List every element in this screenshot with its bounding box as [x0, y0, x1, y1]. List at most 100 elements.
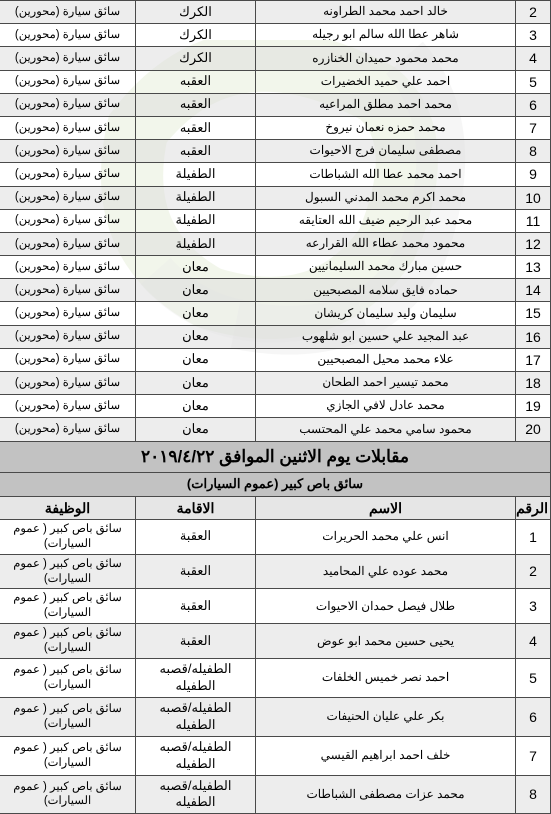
num-cell: 6 [516, 93, 551, 116]
table-row: 15سليمان وليد سليمان كريشانمعانسائق سيار… [0, 302, 551, 325]
num-cell: 20 [516, 418, 551, 441]
job-cell: سائق باص كبير ( عموم السيارات) [0, 736, 136, 775]
name-cell: محمد اكرم محمد المدني السبول [256, 186, 516, 209]
table-row: 6محمد احمد مطلق المراعيهالعقبهسائق سيارة… [0, 93, 551, 116]
name-cell: محمد عبد الرحيم ضيف الله العتايقه [256, 209, 516, 232]
name-cell: يحيى حسين محمد ابو عوض [256, 624, 516, 659]
num-cell: 4 [516, 624, 551, 659]
table-row: 4يحيى حسين محمد ابو عوضالعقبةسائق باص كب… [0, 624, 551, 659]
job-cell: سائق سيارة (محورين) [0, 47, 136, 70]
loc-cell: الطفيلة [136, 209, 256, 232]
table-row: 13حسين مبارك محمد السليمانيينمعانسائق سي… [0, 256, 551, 279]
name-cell: احمد علي حميد الخضيرات [256, 70, 516, 93]
header-job: الوظيفة [0, 496, 136, 519]
loc-cell: الطفيلة [136, 232, 256, 255]
table-row: 7خلف احمد ابراهيم القيسيالطفيله/قصبه الط… [0, 736, 551, 775]
name-cell: محمد احمد مطلق المراعيه [256, 93, 516, 116]
job-cell: سائق باص كبير ( عموم السيارات) [0, 624, 136, 659]
name-cell: خلف احمد ابراهيم القيسي [256, 736, 516, 775]
table-row: 18محمد تيسير احمد الطحانمعانسائق سيارة (… [0, 372, 551, 395]
num-cell: 2 [516, 554, 551, 589]
table-row: 16عبد المجيد علي حسين ابو شلهوبمعانسائق … [0, 325, 551, 348]
job-cell: سائق سيارة (محورين) [0, 348, 136, 371]
name-cell: محمود محمد عطاء الله القرارعه [256, 232, 516, 255]
job-cell: سائق باص كبير ( عموم السيارات) [0, 519, 136, 554]
table-row: 20محمود سامي محمد علي المحتسبمعانسائق سي… [0, 418, 551, 441]
num-cell: 8 [516, 140, 551, 163]
num-cell: 7 [516, 736, 551, 775]
loc-cell: الطفيله/قصبه الطفيله [136, 736, 256, 775]
loc-cell: الطفيله/قصبه الطفيله [136, 698, 256, 737]
table-row: 14حماده فايق سلامه المصبحيينمعانسائق سيا… [0, 279, 551, 302]
name-cell: بكر علي عليان الحنيفات [256, 698, 516, 737]
loc-cell: العقبه [136, 116, 256, 139]
name-cell: محمد عزات مصطفى الشباطات [256, 775, 516, 814]
loc-cell: العقبه [136, 70, 256, 93]
loc-cell: معان [136, 279, 256, 302]
num-cell: 4 [516, 47, 551, 70]
table-row: 19محمد عادل لافي الجازيمعانسائق سيارة (م… [0, 395, 551, 418]
table-row: 9احمد محمد عطا الله الشباطاتالطفيلةسائق … [0, 163, 551, 186]
num-cell: 13 [516, 256, 551, 279]
job-cell: سائق سيارة (محورين) [0, 256, 136, 279]
header-loc: الاقامة [136, 496, 256, 519]
loc-cell: الطفيله/قصبه الطفيله [136, 775, 256, 814]
header-row: الرقم الاسم الاقامة الوظيفة [0, 496, 551, 519]
name-cell: محمود سامي محمد علي المحتسب [256, 418, 516, 441]
job-cell: سائق سيارة (محورين) [0, 302, 136, 325]
table-row: 5احمد نصر خميس الخلفاتالطفيله/قصبه الطفي… [0, 659, 551, 698]
job-cell: سائق سيارة (محورين) [0, 140, 136, 163]
table-row: 6بكر علي عليان الحنيفاتالطفيله/قصبه الطف… [0, 698, 551, 737]
loc-cell: الطفيله/قصبه الطفيله [136, 659, 256, 698]
name-cell: احمد محمد عطا الله الشباطات [256, 163, 516, 186]
loc-cell: الكرك [136, 1, 256, 24]
name-cell: عبد المجيد علي حسين ابو شلهوب [256, 325, 516, 348]
table-row: 11محمد عبد الرحيم ضيف الله العتايقهالطفي… [0, 209, 551, 232]
loc-cell: معان [136, 395, 256, 418]
num-cell: 6 [516, 698, 551, 737]
job-cell: سائق سيارة (محورين) [0, 116, 136, 139]
job-cell: سائق سيارة (محورين) [0, 418, 136, 441]
num-cell: 8 [516, 775, 551, 814]
job-cell: سائق سيارة (محورين) [0, 24, 136, 47]
name-cell: محمد حمزه نعمان نيروخ [256, 116, 516, 139]
job-cell: سائق باص كبير ( عموم السيارات) [0, 698, 136, 737]
num-cell: 9 [516, 163, 551, 186]
table-row: 8مصطفى سليمان فرج الاحيواتالعقبهسائق سيا… [0, 140, 551, 163]
table-row: 8محمد عزات مصطفى الشباطاتالطفيله/قصبه ال… [0, 775, 551, 814]
job-cell: سائق سيارة (محورين) [0, 325, 136, 348]
name-cell: محمد محمود حميدان الخنازره [256, 47, 516, 70]
table-row: 5احمد علي حميد الخضيراتالعقبهسائق سيارة … [0, 70, 551, 93]
section-subtitle-row: سائق باص كبير (عموم السيارات) [0, 472, 551, 496]
job-cell: سائق سيارة (محورين) [0, 186, 136, 209]
job-cell: سائق سيارة (محورين) [0, 372, 136, 395]
job-cell: سائق سيارة (محورين) [0, 1, 136, 24]
job-cell: سائق باص كبير ( عموم السيارات) [0, 589, 136, 624]
table-row: 1انس علي محمد الحريراتالعقبةسائق باص كبي… [0, 519, 551, 554]
name-cell: محمد تيسير احمد الطحان [256, 372, 516, 395]
table-row: 17علاء محمد محيل المصبحيينمعانسائق سيارة… [0, 348, 551, 371]
num-cell: 10 [516, 186, 551, 209]
section-subtitle: سائق باص كبير (عموم السيارات) [0, 472, 551, 496]
loc-cell: الطفيلة [136, 186, 256, 209]
job-cell: سائق باص كبير ( عموم السيارات) [0, 554, 136, 589]
num-cell: 12 [516, 232, 551, 255]
name-cell: سليمان وليد سليمان كريشان [256, 302, 516, 325]
table-row: 7محمد حمزه نعمان نيروخالعقبهسائق سيارة (… [0, 116, 551, 139]
job-cell: سائق سيارة (محورين) [0, 232, 136, 255]
num-cell: 14 [516, 279, 551, 302]
loc-cell: العقبه [136, 140, 256, 163]
table-row: 4محمد محمود حميدان الخنازرهالكركسائق سيا… [0, 47, 551, 70]
loc-cell: معان [136, 302, 256, 325]
num-cell: 16 [516, 325, 551, 348]
loc-cell: العقبة [136, 554, 256, 589]
job-cell: سائق سيارة (محورين) [0, 209, 136, 232]
num-cell: 3 [516, 24, 551, 47]
name-cell: حسين مبارك محمد السليمانيين [256, 256, 516, 279]
table-row: 10محمد اكرم محمد المدني السبولالطفيلةسائ… [0, 186, 551, 209]
name-cell: طلال فيصل حمدان الاحيوات [256, 589, 516, 624]
name-cell: محمد عادل لافي الجازي [256, 395, 516, 418]
section-title-row: مقابلات يوم الاثنين الموافق ٢٠١٩/٤/٢٢ [0, 441, 551, 472]
loc-cell: الكرك [136, 47, 256, 70]
table-row: 12محمود محمد عطاء الله القرارعهالطفيلةسا… [0, 232, 551, 255]
